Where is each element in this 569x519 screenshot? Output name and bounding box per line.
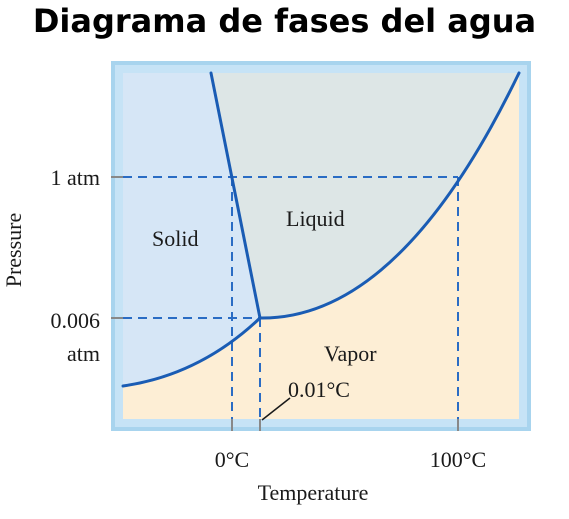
page-title: Diagrama de fases del agua xyxy=(32,2,537,40)
tick-marks xyxy=(111,176,459,431)
ytick-label-0006: 0.006 xyxy=(51,308,101,333)
vaporization-curve xyxy=(258,71,521,320)
solid-label: Solid xyxy=(152,226,198,251)
dashed-guides xyxy=(123,176,459,419)
sublimation-curve xyxy=(121,316,262,388)
melting-curve xyxy=(209,71,262,320)
liquid-region xyxy=(211,73,519,319)
annotation-leader xyxy=(261,397,291,421)
x-axis-label: Temperature xyxy=(258,480,369,505)
vapor-label: Vapor xyxy=(324,341,377,366)
ytick-label-1atm: 1 atm xyxy=(51,165,101,190)
liquid-label: Liquid xyxy=(286,206,345,231)
xtick-label-100c: 100°C xyxy=(430,447,486,472)
vapor-region xyxy=(123,73,519,419)
xtick-label-0c: 0°C xyxy=(215,447,249,472)
phase-curves xyxy=(121,71,521,388)
ytick-label-atm: atm xyxy=(67,341,100,366)
triple-point-label: 0.01°C xyxy=(288,377,350,402)
y-axis-label: Pressure xyxy=(1,213,26,288)
